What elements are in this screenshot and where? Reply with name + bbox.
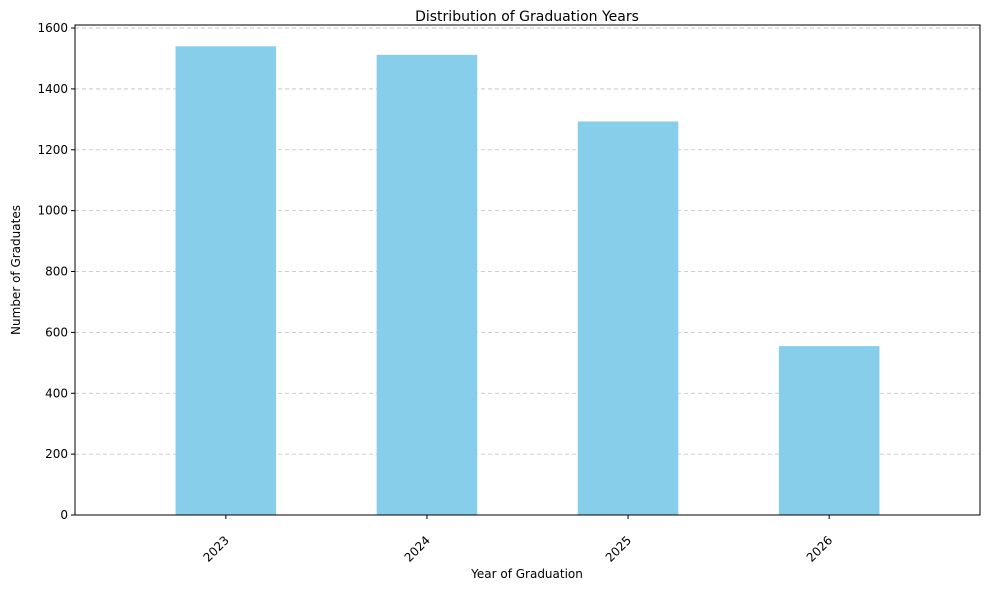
y-tick-label: 1200	[37, 143, 68, 157]
x-tick-label: 2026	[804, 533, 835, 564]
bar-2023	[175, 46, 277, 515]
y-tick-label: 200	[45, 447, 68, 461]
y-tick-label: 600	[45, 325, 68, 339]
x-axis-ticks: 2023 2024 2025 2026	[200, 515, 835, 565]
plot-frame	[74, 24, 981, 516]
bar-2026	[778, 346, 880, 515]
bar-2024	[376, 54, 478, 516]
bar-2025	[577, 121, 679, 515]
y-tick-label: 1400	[37, 82, 68, 96]
y-axis-label: Number of Graduates	[9, 205, 23, 335]
y-tick-label: 1600	[37, 21, 68, 35]
x-tick-label: 2023	[200, 533, 231, 564]
y-tick-label: 800	[45, 265, 68, 279]
x-tick-label: 2025	[603, 533, 634, 564]
y-tick-label: 0	[60, 508, 68, 522]
y-tick-label: 1000	[37, 204, 68, 218]
bars	[175, 46, 880, 516]
x-axis-label: Year of Graduation	[470, 567, 583, 581]
y-tick-label: 400	[45, 386, 68, 400]
y-axis-ticks: 0 200 400 600 800 1000 1200 1400 1600	[37, 21, 75, 522]
chart-title: Distribution of Graduation Years	[415, 9, 639, 25]
x-tick-label: 2024	[402, 533, 433, 564]
